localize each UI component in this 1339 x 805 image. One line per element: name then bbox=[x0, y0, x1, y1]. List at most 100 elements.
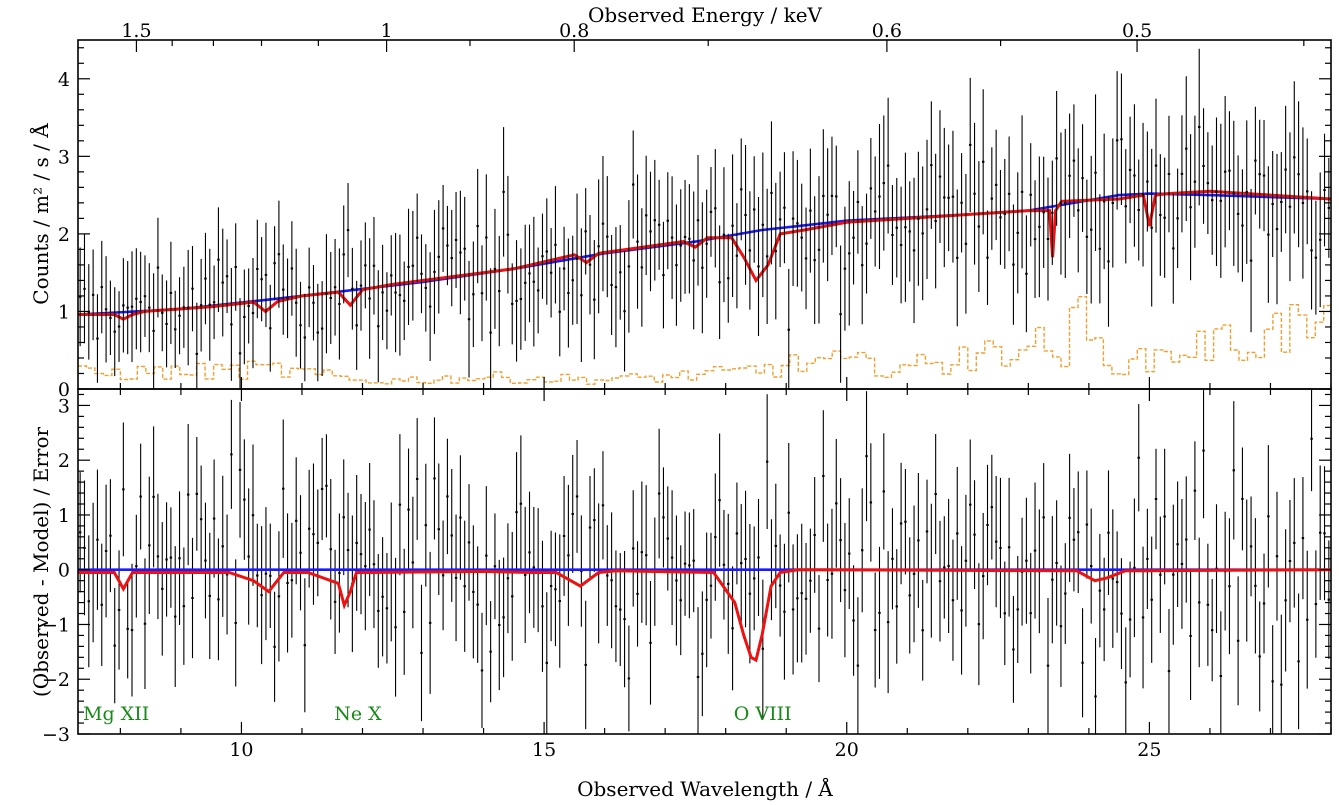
spectrum-data-point bbox=[377, 325, 380, 328]
residual-data-point bbox=[813, 533, 816, 536]
spectrum-data-point bbox=[212, 301, 216, 304]
spectrum-data-point bbox=[1029, 193, 1032, 196]
residual-data-point bbox=[1068, 516, 1071, 519]
residual-series-group bbox=[78, 568, 1332, 663]
residual-data-point bbox=[415, 477, 419, 480]
residual-data-point bbox=[459, 516, 462, 519]
spectrum-data-point bbox=[359, 284, 363, 287]
residual-data-point bbox=[947, 564, 950, 567]
spectrum-data-point bbox=[580, 294, 583, 297]
residual-data-point bbox=[735, 532, 739, 535]
residual-data-point bbox=[865, 455, 868, 458]
residual-data-point bbox=[385, 607, 389, 610]
residual-data-point bbox=[273, 645, 276, 648]
residual-data-point bbox=[519, 502, 523, 505]
spectrum-data-point bbox=[843, 267, 847, 270]
residual-data-point bbox=[873, 629, 877, 632]
spectrum-data-point bbox=[657, 223, 661, 226]
residual-data-point bbox=[973, 533, 976, 536]
spectrum-data-point bbox=[368, 297, 371, 300]
spectrum-data-point bbox=[1280, 200, 1283, 203]
spectrum-data-point bbox=[662, 274, 665, 277]
residual-data-point bbox=[752, 577, 756, 580]
spectrum-axis-ticks: 0 1 2 3 4 1.5 1 0.8 0.6 0.5 bbox=[58, 20, 1332, 401]
spectrum-data-point bbox=[415, 236, 419, 239]
residual-data-point bbox=[1198, 601, 1201, 604]
spectrum-data-point bbox=[1055, 157, 1058, 160]
spectrum-data-point bbox=[999, 216, 1002, 219]
residual-data-point bbox=[307, 527, 311, 530]
spectrum-data-point bbox=[765, 255, 769, 258]
spectrum-data-point bbox=[670, 236, 674, 239]
residual-data-point bbox=[1146, 557, 1149, 560]
residual-data-point bbox=[1085, 523, 1089, 526]
residual-data-point bbox=[212, 517, 216, 520]
spectrum-data-point bbox=[282, 288, 285, 291]
residual-data-point bbox=[1249, 545, 1253, 548]
spectrum-data-point bbox=[994, 183, 998, 186]
spectrum-data-point bbox=[1146, 180, 1149, 183]
residual-data-point bbox=[1128, 618, 1132, 621]
residual-data-point bbox=[83, 546, 86, 549]
residual-data-point bbox=[1306, 618, 1309, 621]
spectrum-data-point bbox=[143, 295, 147, 298]
residual-data-point bbox=[960, 609, 963, 612]
residual-data-point bbox=[800, 592, 803, 595]
residual-data-point bbox=[511, 595, 514, 598]
residual-data-point bbox=[282, 487, 285, 490]
residual-data-point bbox=[1102, 608, 1106, 611]
residual-data-point bbox=[912, 572, 916, 575]
spectrum-data-point bbox=[433, 270, 436, 273]
residual-data-point bbox=[476, 603, 479, 606]
residual-data-point bbox=[394, 626, 397, 629]
spectrum-data-point bbox=[178, 314, 181, 317]
spectrum-data-point bbox=[523, 281, 527, 284]
residual-data-point bbox=[1094, 695, 1097, 698]
residual-data-point bbox=[562, 534, 566, 537]
spectrum-data-point bbox=[463, 247, 466, 250]
spectrum-data-point bbox=[597, 245, 600, 248]
residual-data-points bbox=[78, 389, 1331, 734]
spectrum-data-point bbox=[1007, 192, 1011, 195]
spectrum-data-point bbox=[407, 265, 410, 268]
residual-data-point bbox=[1267, 515, 1270, 518]
spectrum-data-point bbox=[562, 267, 566, 270]
residual-data-point bbox=[541, 605, 544, 608]
residual-data-point bbox=[523, 573, 527, 576]
spectrum-data-point bbox=[100, 286, 103, 289]
spectrum-data-point bbox=[727, 277, 730, 280]
spectrum-y-tick-label: 0 bbox=[58, 379, 70, 401]
spectrum-data-point bbox=[1012, 263, 1015, 266]
residual-data-point bbox=[1098, 589, 1102, 592]
spectrum-data-point bbox=[299, 324, 302, 327]
spectrum-data-point bbox=[1249, 259, 1253, 262]
residual-data-point bbox=[1219, 675, 1223, 678]
spectrum-data-point bbox=[692, 259, 695, 262]
spectrum-data-point bbox=[899, 244, 903, 247]
spectrum-data-point bbox=[1046, 238, 1050, 241]
residual-data-point bbox=[424, 524, 428, 527]
spectrum-data-point bbox=[277, 253, 281, 256]
residual-data-point bbox=[856, 664, 860, 667]
spectrum-data-point bbox=[269, 327, 272, 330]
spectrum-data-point bbox=[1133, 174, 1136, 177]
spectrum-data-point bbox=[199, 304, 203, 307]
spectrum-data-point bbox=[174, 328, 177, 331]
spectrum-data-point bbox=[752, 208, 756, 211]
spectrum-data-point bbox=[627, 265, 631, 268]
spectrum-data-point bbox=[839, 313, 842, 316]
residual-data-point bbox=[359, 553, 363, 556]
spectrum-data-point bbox=[502, 190, 505, 193]
spectrum-data-point bbox=[346, 229, 350, 232]
residual-data-point bbox=[208, 594, 211, 597]
residual-data-point bbox=[990, 506, 994, 509]
residual-data-point bbox=[260, 594, 263, 597]
spectrum-data-point bbox=[1159, 213, 1162, 216]
spectrum-data-point bbox=[683, 235, 687, 238]
spectrum-data-point bbox=[536, 289, 540, 292]
residual-data-point bbox=[1033, 549, 1037, 552]
spectrum-data-point bbox=[925, 208, 929, 211]
spectrum-y-tick-label: 1 bbox=[58, 301, 70, 323]
residual-data-point bbox=[1042, 516, 1045, 519]
residual-data-point bbox=[895, 605, 898, 608]
